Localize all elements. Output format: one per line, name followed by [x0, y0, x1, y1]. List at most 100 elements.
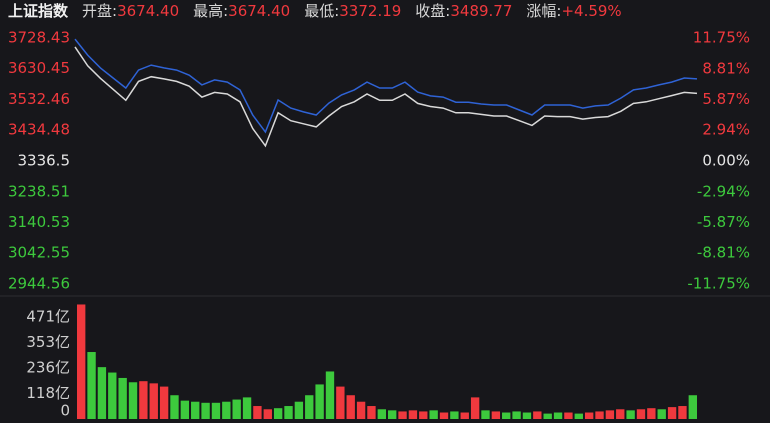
price-line — [74, 38, 698, 134]
volume-bar — [315, 384, 324, 419]
y-tick-label: 3532.46 — [8, 90, 70, 108]
volume-bar — [367, 406, 376, 419]
volume-bar — [97, 367, 107, 419]
stat-label: 最高: — [193, 1, 229, 20]
y2-tick-label: 5.87% — [702, 90, 750, 108]
volume-bar — [118, 377, 127, 419]
y2-tick-label: -5.87% — [697, 213, 750, 231]
volume-bar — [263, 409, 272, 419]
y-tick-label: 353亿 — [26, 333, 70, 351]
volume-bar — [253, 406, 262, 419]
volume-bar — [564, 412, 573, 419]
volume-bar — [429, 410, 438, 419]
stat-value: 3489.77 — [450, 1, 513, 20]
stat-value: +4.59% — [561, 1, 622, 20]
volume-bar — [159, 386, 169, 419]
y-tick-label: 3728.43 — [8, 29, 70, 47]
volume-bar — [574, 413, 583, 419]
y-tick-label: 118亿 — [26, 384, 70, 402]
stat: 涨幅:+4.59% — [526, 0, 621, 21]
stat-value: 3674.40 — [228, 1, 291, 20]
volume-bar — [470, 397, 480, 419]
volume-bar — [636, 409, 646, 419]
stat-label: 涨幅: — [526, 1, 562, 20]
stat: 最低:3372.19 — [304, 0, 401, 21]
volume-bar — [584, 412, 594, 419]
y2-tick-label: 8.81% — [702, 59, 750, 77]
volume-bar — [647, 408, 656, 419]
volume-bar — [170, 395, 179, 419]
volume-bar — [325, 371, 335, 419]
volume-bar — [450, 411, 459, 419]
y-tick-label: 3238.51 — [8, 182, 70, 200]
volume-bar — [139, 381, 148, 419]
volume-bar — [522, 412, 532, 419]
volume-bar — [346, 395, 355, 419]
y2-tick-label: -11.75% — [687, 275, 750, 293]
stat: 开盘:3674.40 — [82, 0, 179, 21]
volume-bar — [108, 372, 117, 419]
volume-bar — [688, 395, 697, 419]
y-tick-label: 3630.45 — [8, 59, 70, 77]
volume-bar — [211, 402, 221, 419]
volume-bar — [667, 407, 677, 419]
y-tick-label: 236亿 — [26, 359, 70, 377]
y-tick-label: 0 — [60, 402, 70, 420]
stat: 收盘:3489.77 — [415, 0, 512, 21]
volume-bar — [460, 412, 469, 419]
volume-bar — [491, 411, 501, 419]
volume-bar — [180, 400, 190, 419]
stat-label: 开盘: — [82, 1, 118, 20]
stat-label: 收盘: — [415, 1, 451, 20]
volume-bar — [408, 410, 418, 419]
y2-tick-label: -8.81% — [697, 244, 750, 262]
volume-bar — [336, 386, 345, 419]
y2-tick-label: 2.94% — [702, 121, 750, 139]
header: 上证指数 开盘:3674.40 最高:3674.40 最低:3372.19 收盘:34… — [8, 0, 636, 20]
stat-value: 3372.19 — [339, 1, 402, 20]
volume-bar — [284, 406, 293, 419]
stat: 最高:3674.40 — [193, 0, 290, 21]
volume-bar — [356, 401, 366, 419]
volume-bar — [616, 409, 625, 419]
volume-bar — [149, 383, 158, 419]
volume-bar — [626, 410, 635, 419]
y-tick-label: 3042.55 — [8, 244, 70, 262]
volume-bar — [242, 397, 252, 419]
volume-bar — [595, 411, 604, 419]
volume-bar — [512, 411, 521, 419]
y-tick-label: 471亿 — [26, 308, 70, 326]
stat-value: 3674.40 — [117, 1, 180, 20]
y-tick-label: 3336.5 — [18, 151, 71, 169]
volume-bar — [377, 409, 386, 419]
volume-bar — [553, 412, 563, 419]
volume-bar — [201, 402, 210, 419]
volume-bar — [388, 410, 397, 419]
volume-bar — [128, 382, 138, 419]
volume-bar — [398, 411, 407, 419]
index-name: 上证指数 — [8, 1, 69, 20]
y2-tick-label: 11.75% — [693, 29, 750, 47]
volume-bar — [222, 401, 231, 419]
volume-bar — [419, 411, 428, 419]
volume-bar — [191, 401, 200, 419]
volume-bar — [439, 412, 449, 419]
volume-bar — [502, 412, 511, 419]
y-tick-label: 2944.56 — [8, 275, 70, 293]
volume-bar — [657, 409, 666, 419]
y-tick-label: 3140.53 — [8, 213, 70, 231]
volume-bar — [273, 408, 283, 419]
volume-bar — [232, 399, 241, 419]
price-line — [74, 46, 698, 148]
volume-bar — [605, 410, 615, 419]
volume-bar — [678, 406, 687, 419]
y2-tick-label: 0.00% — [702, 152, 750, 170]
volume-bar — [533, 411, 542, 419]
y2-tick-label: -2.94% — [697, 182, 750, 200]
volume-bar — [543, 413, 552, 419]
volume-bar — [305, 395, 314, 419]
volume-bar — [87, 352, 96, 419]
volume-bar — [481, 410, 490, 419]
